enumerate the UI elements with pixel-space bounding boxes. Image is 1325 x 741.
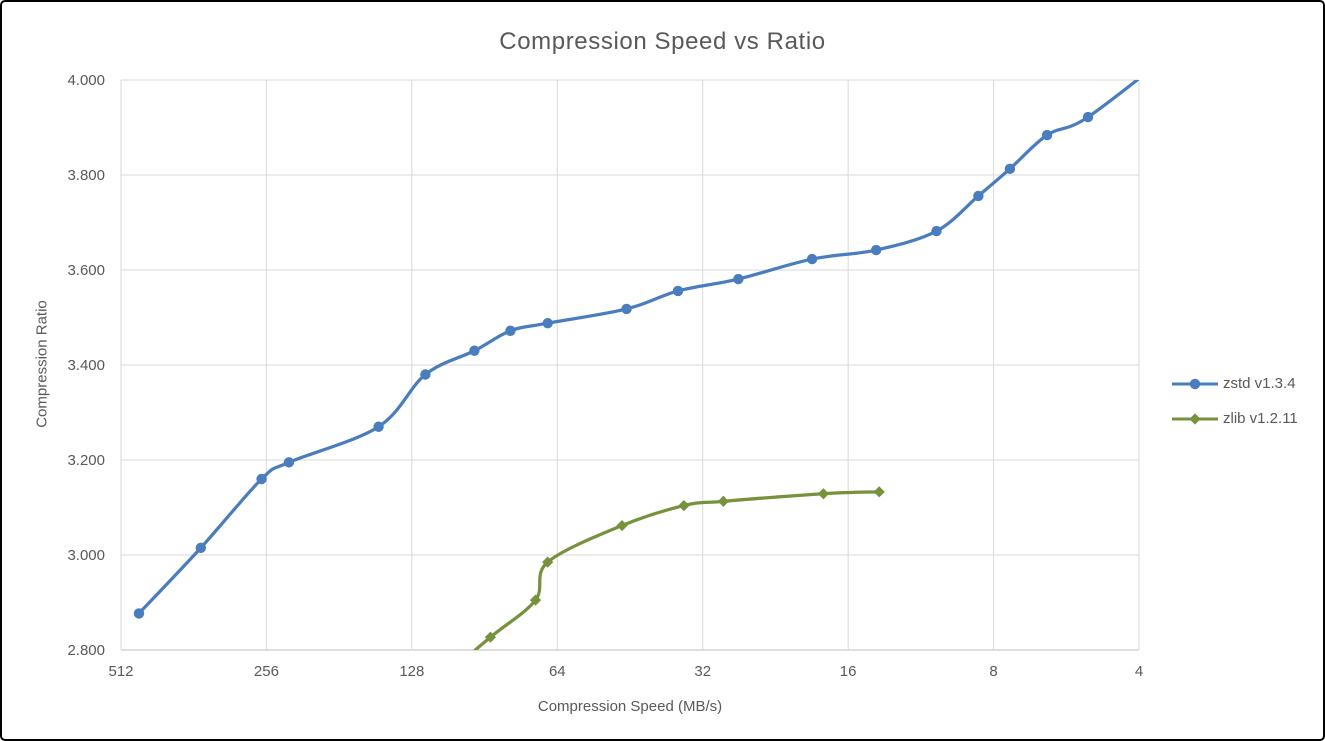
series-zstd v1.3.4 (133, 42, 1184, 619)
x-tick-label: 8 (989, 663, 997, 680)
x-tick-label: 4 (1135, 663, 1143, 680)
legend-line-diamond-icon (1172, 412, 1218, 425)
series-line-1 (472, 490, 881, 650)
data-point-marker (873, 486, 885, 498)
x-tick-label: 64 (549, 663, 566, 680)
legend-marker (1189, 412, 1201, 425)
legend-line-circle-icon (1172, 378, 1218, 389)
data-point-marker (469, 345, 480, 356)
data-point-marker (931, 225, 942, 237)
data-point-marker (1041, 129, 1053, 141)
data-point-marker (973, 190, 984, 202)
data-point-marker (616, 519, 628, 532)
y-tick-label: 3.000 (67, 547, 105, 564)
series-zlib v1.2.11 (438, 486, 885, 682)
y-tick-label: 2.800 (67, 642, 105, 659)
data-point-marker (505, 325, 516, 336)
x-tick-label: 256 (254, 663, 279, 680)
data-point-marker (195, 542, 207, 554)
y-tick-label: 3.800 (67, 167, 105, 184)
x-axis-title: Compression Speed (MB/s) (537, 698, 723, 715)
data-point-marker (133, 608, 145, 619)
data-point-marker (542, 318, 553, 329)
data-point-marker (373, 421, 384, 432)
legend: zstd v1.3.4 zlib v1.2.11 (1172, 375, 1298, 445)
data-point-marker (438, 671, 449, 682)
data-point-marker (678, 500, 690, 512)
x-tick-label: 32 (694, 663, 711, 680)
legend-label-zlib: zlib v1.2.11 (1223, 410, 1298, 427)
series-line-0 (137, 80, 1139, 616)
legend-item-zstd: zstd v1.3.4 (1172, 375, 1298, 392)
data-point-marker (621, 303, 632, 315)
legend-item-zlib: zlib v1.2.11 (1172, 410, 1298, 427)
data-point-marker (717, 495, 729, 507)
y-tick-label: 3.200 (67, 452, 105, 469)
data-point-marker (672, 285, 684, 297)
data-point-marker (542, 556, 554, 568)
y-tick-label: 3.600 (67, 262, 105, 279)
x-tick-label: 128 (399, 663, 424, 680)
y-tick-label: 4.000 (67, 72, 105, 89)
x-tick-label: 16 (840, 663, 857, 680)
data-point-marker (420, 369, 431, 380)
data-point-marker (283, 457, 295, 468)
data-point-marker (806, 253, 818, 265)
data-point-marker (733, 273, 744, 285)
data-point-marker (529, 594, 542, 606)
legend-label-zstd: zstd v1.3.4 (1223, 375, 1296, 392)
data-point-marker (484, 631, 497, 643)
data-point-marker (1174, 42, 1184, 52)
data-point-marker (870, 244, 882, 256)
gridlines (120, 79, 1140, 651)
data-point-marker (256, 473, 267, 485)
data-point-marker (1004, 163, 1016, 175)
chart-title: Compression Speed vs Ratio (499, 28, 826, 55)
data-point-marker (817, 488, 830, 500)
data-point-marker (1082, 111, 1094, 123)
y-axis-title: Compression Ratio (33, 300, 51, 428)
legend-marker (1189, 378, 1201, 389)
y-tick-label: 3.400 (67, 357, 105, 374)
x-tick-label: 512 (108, 663, 133, 680)
